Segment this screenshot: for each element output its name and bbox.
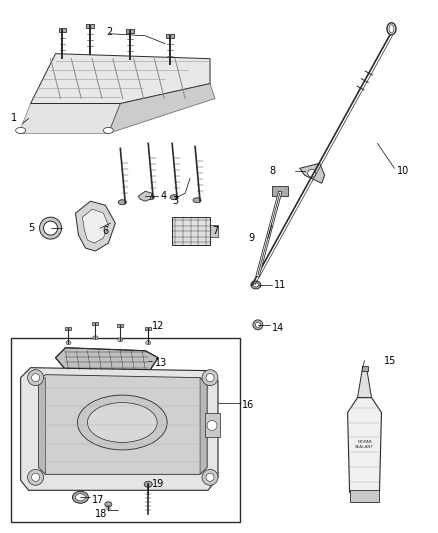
Text: 14: 14	[272, 323, 284, 333]
Circle shape	[28, 370, 43, 385]
Text: 6: 6	[102, 226, 109, 236]
Polygon shape	[19, 103, 120, 133]
Text: 3: 3	[172, 196, 178, 206]
Circle shape	[32, 374, 39, 382]
Text: 7: 7	[212, 226, 218, 236]
Ellipse shape	[16, 127, 25, 133]
Polygon shape	[21, 368, 218, 490]
Text: 19: 19	[152, 479, 164, 489]
Ellipse shape	[103, 127, 113, 133]
Circle shape	[32, 473, 39, 481]
Text: 12: 12	[152, 321, 165, 331]
Polygon shape	[300, 163, 325, 183]
Text: 18: 18	[95, 509, 108, 519]
Circle shape	[28, 470, 43, 486]
Ellipse shape	[144, 481, 152, 487]
Ellipse shape	[146, 341, 151, 345]
Text: 17: 17	[92, 495, 105, 505]
Polygon shape	[75, 201, 115, 251]
Bar	[350, 490, 379, 502]
Ellipse shape	[387, 23, 396, 35]
Circle shape	[308, 169, 316, 177]
Bar	[272, 186, 288, 196]
Ellipse shape	[75, 494, 85, 501]
Text: 13: 13	[155, 358, 167, 368]
Bar	[145, 327, 151, 330]
Text: MOPAR
SEALANT: MOPAR SEALANT	[355, 440, 374, 449]
Ellipse shape	[146, 195, 154, 200]
Bar	[166, 34, 174, 38]
Bar	[117, 324, 124, 327]
Polygon shape	[31, 54, 210, 103]
Polygon shape	[348, 398, 381, 492]
Text: 16: 16	[242, 400, 254, 409]
Circle shape	[206, 374, 214, 382]
Ellipse shape	[118, 200, 126, 205]
Circle shape	[255, 322, 260, 327]
Text: 5: 5	[28, 223, 35, 233]
Ellipse shape	[193, 198, 201, 203]
Ellipse shape	[389, 25, 394, 33]
Ellipse shape	[170, 195, 178, 200]
Ellipse shape	[93, 336, 98, 340]
Bar	[126, 29, 134, 33]
Text: 10: 10	[397, 166, 410, 176]
Polygon shape	[39, 378, 46, 474]
Polygon shape	[39, 375, 207, 474]
Polygon shape	[82, 209, 108, 243]
Ellipse shape	[105, 502, 112, 507]
Polygon shape	[138, 191, 152, 201]
Bar	[205, 413, 220, 438]
Polygon shape	[200, 378, 207, 474]
Bar	[86, 24, 95, 28]
Ellipse shape	[254, 283, 258, 287]
Text: 11: 11	[274, 280, 286, 290]
Polygon shape	[357, 368, 371, 398]
Bar	[59, 28, 67, 32]
Ellipse shape	[78, 395, 167, 450]
Ellipse shape	[72, 491, 88, 503]
Circle shape	[206, 473, 214, 481]
Circle shape	[253, 320, 263, 330]
Text: 8: 8	[270, 166, 276, 176]
Circle shape	[202, 470, 218, 486]
Circle shape	[202, 370, 218, 385]
Bar	[66, 327, 71, 330]
Text: 4: 4	[160, 191, 166, 201]
Text: 1: 1	[11, 114, 17, 124]
Bar	[92, 322, 99, 325]
Bar	[172, 217, 210, 245]
Polygon shape	[56, 348, 158, 370]
Text: 2: 2	[106, 27, 113, 37]
Text: 15: 15	[384, 356, 396, 366]
Ellipse shape	[251, 281, 261, 289]
Ellipse shape	[66, 341, 71, 345]
Text: 9: 9	[248, 233, 254, 243]
Circle shape	[207, 421, 217, 431]
Ellipse shape	[118, 338, 123, 342]
Ellipse shape	[88, 402, 157, 442]
Bar	[11, 338, 240, 522]
Bar	[361, 366, 367, 370]
Bar	[210, 225, 218, 237]
Polygon shape	[108, 84, 215, 133]
